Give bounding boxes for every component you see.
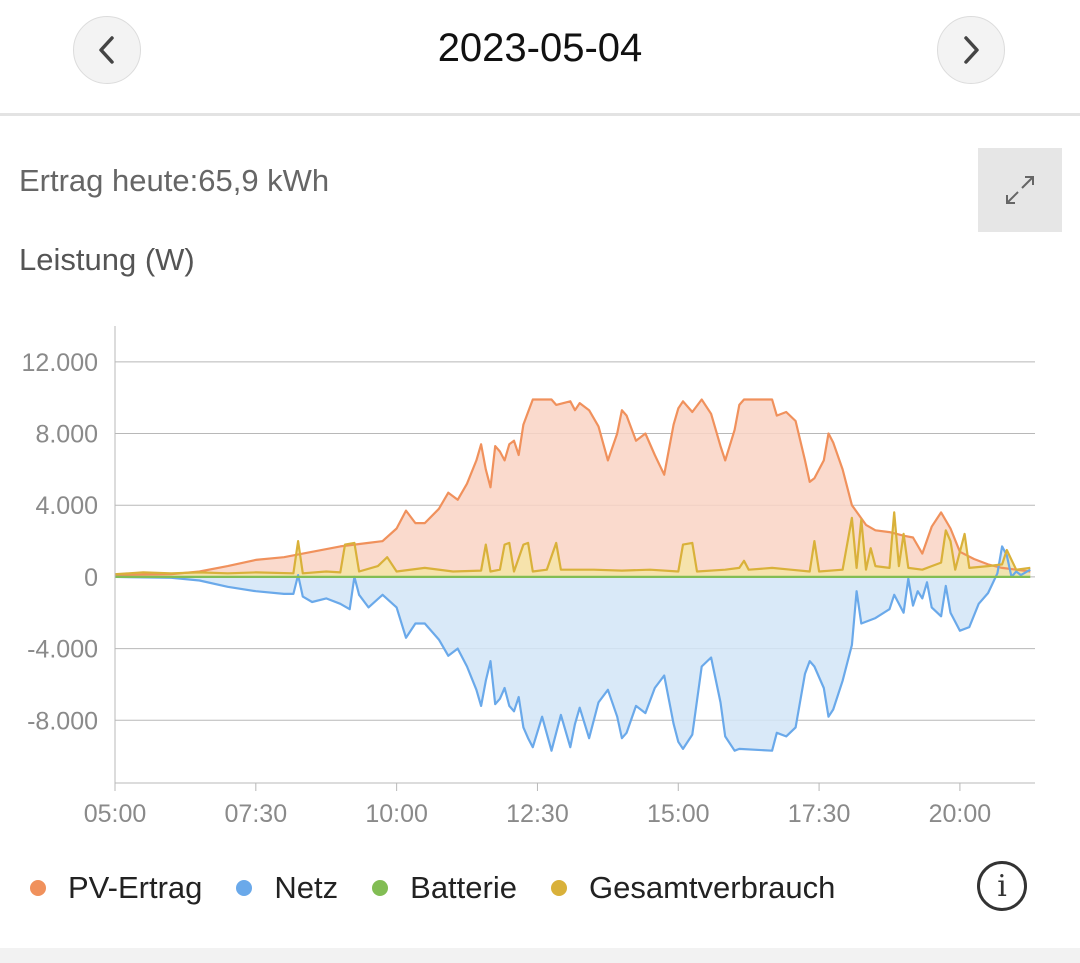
y-tick-label: 0 [84,564,98,592]
expand-chart-button[interactable] [978,148,1062,232]
info-icon: i [997,868,1007,904]
chevron-right-icon [964,36,979,64]
legend-item-netz[interactable]: Netz [236,870,338,906]
yield-today: Ertrag heute:65,9 kWh [19,163,330,198]
y-tick-label: -4.000 [27,636,98,664]
legend-dot [550,880,567,896]
y-tick-label: 12.000 [22,349,98,377]
chart-axes: 12.000 8.000 4.000 0 -4.000 -8.000 05:00 07:30 1… [22,326,1035,828]
series-line-netz [114,545,1031,752]
x-tick-label: 12:30 [506,800,569,828]
legend-label: Gesamtverbrauch [588,870,836,905]
next-day-button[interactable] [937,16,1005,84]
chart-legend: PV-Ertrag Netz Batterie Gesamtverbrauch [30,866,869,910]
date-title: 2023-05-04 [437,26,643,70]
series-area-netz [115,546,1031,751]
footer-bar [0,948,1080,963]
chart-lines [114,398,1031,752]
legend-label: Batterie [410,870,517,905]
date-header: 2023-05-04 [0,0,1080,116]
legend-item-pv-ertrag[interactable]: PV-Ertrag [30,870,202,906]
legend-item-gesamtverbrauch[interactable]: Gesamtverbrauch [550,870,836,906]
chevron-left-icon [99,36,114,64]
series-line-gesamtverbrauch [114,511,1031,576]
legend-label: PV-Ertrag [68,870,203,905]
y-tick-label: 4.000 [35,492,98,520]
legend-dot [30,880,46,896]
x-tick-label: 20:00 [929,800,992,828]
y-tick-label: 8.000 [35,421,98,449]
y-tick-label: -8.000 [27,707,98,735]
power-chart[interactable]: 12.000 8.000 4.000 0 -4.000 -8.000 05:00 07:30 1… [0,300,1080,840]
legend-dot [236,880,253,896]
legend-item-batterie[interactable]: Batterie [372,870,517,906]
series-area-pv-ertrag [115,399,1031,577]
chart-unit-label: Leistung (W) [19,242,195,277]
x-tick-label: 17:30 [788,800,851,828]
x-tick-label: 10:00 [365,800,428,828]
chart-areas [115,399,1031,751]
legend-label: Netz [274,870,339,905]
series-area-gesamtverbrauch [115,512,1031,577]
series-line-pv-ertrag [114,398,1031,577]
expand-icon [1006,176,1034,204]
previous-day-button[interactable] [73,16,141,84]
x-tick-label: 15:00 [647,800,710,828]
x-tick-label: 05:00 [84,800,147,828]
info-button[interactable]: i [977,861,1027,911]
legend-dot [372,880,389,896]
x-tick-label: 07:30 [225,800,288,828]
